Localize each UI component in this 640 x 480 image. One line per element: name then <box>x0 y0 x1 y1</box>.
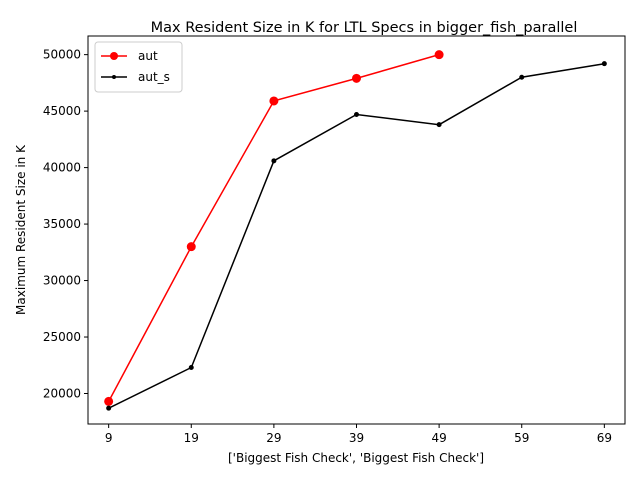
legend: aut aut_s <box>94 41 183 93</box>
data-point-aut_s <box>106 405 112 411</box>
x-axis: 9 19 29 39 49 59 69 <box>105 424 612 445</box>
x-axis-label: ['Biggest Fish Check', 'Biggest Fish Che… <box>228 451 484 465</box>
x-tick-label: 29 <box>266 431 281 445</box>
y-tick-label: 30000 <box>43 274 81 288</box>
x-tick-label: 19 <box>184 431 199 445</box>
chart-title: Max Resident Size in K for LTL Specs in … <box>151 20 578 36</box>
legend-label-aut: aut <box>138 49 158 63</box>
y-tick-label: 50000 <box>43 48 81 62</box>
y-axis-label: Maximum Resident Size in K <box>14 144 28 315</box>
data-point-aut_s <box>436 122 442 128</box>
legend-label-aut_s: aut_s <box>138 70 170 84</box>
data-point-aut_s <box>271 158 277 164</box>
x-tick-label: 59 <box>514 431 529 445</box>
data-point-aut <box>434 50 444 60</box>
data-point-aut_s <box>601 61 607 67</box>
data-point-aut <box>269 96 279 106</box>
y-tick-label: 40000 <box>43 161 81 175</box>
x-tick-label: 39 <box>349 431 364 445</box>
x-tick-label: 69 <box>597 431 612 445</box>
x-tick-label: 9 <box>105 431 113 445</box>
data-point-aut_s <box>354 112 359 118</box>
x-tick-label: 49 <box>431 431 446 445</box>
y-tick-label: 20000 <box>43 387 81 401</box>
plot-area <box>88 36 625 424</box>
data-point-aut_s <box>519 74 525 80</box>
y-tick-label: 25000 <box>43 330 81 344</box>
data-point-aut <box>186 242 196 252</box>
y-axis: 20000 25000 30000 35000 40000 45000 50000 <box>43 48 88 401</box>
y-tick-label: 45000 <box>43 104 81 118</box>
series-layer <box>104 50 607 411</box>
legend-marker-aut <box>110 52 118 60</box>
data-point-aut <box>104 396 114 406</box>
y-tick-label: 35000 <box>43 217 81 231</box>
data-point-aut <box>352 73 361 83</box>
data-point-aut_s <box>188 365 194 371</box>
legend-marker-aut_s <box>112 75 116 79</box>
